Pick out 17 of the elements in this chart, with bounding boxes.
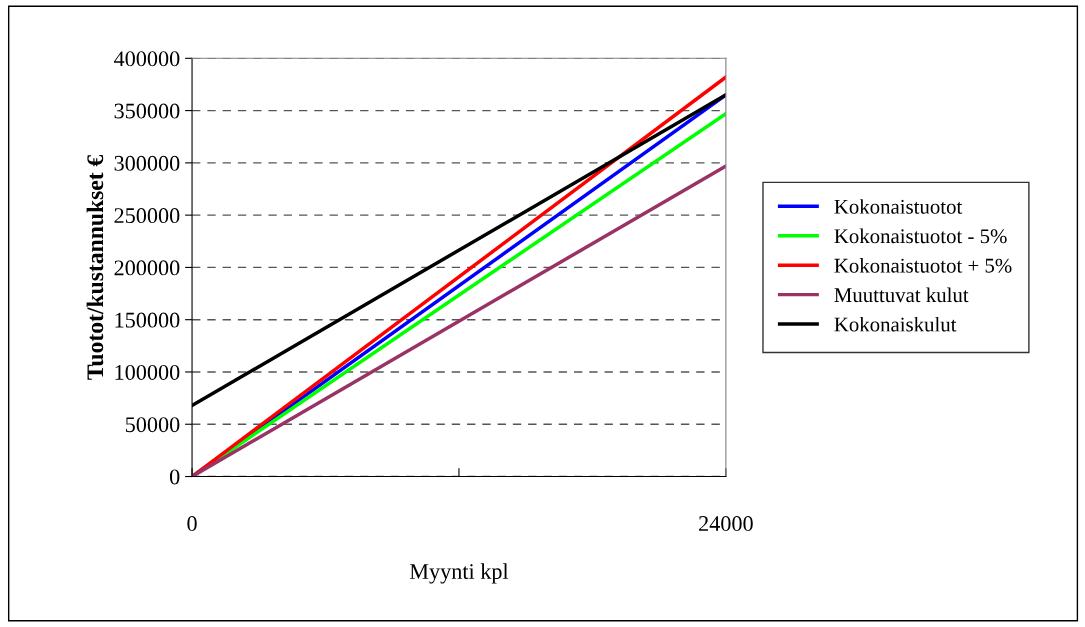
y-tick-label: 100000	[115, 364, 180, 380]
x-tick-label: 24000	[699, 516, 753, 532]
legend-label: Kokonaistuotot - 5%	[834, 228, 1007, 244]
y-tick-label: 350000	[114, 103, 180, 119]
legend-label: Kokonaiskulut	[834, 316, 957, 332]
y-tick-label: 300000	[114, 155, 180, 171]
y-tick-label: 50000	[125, 417, 180, 433]
y-tick-label: 200000	[114, 260, 180, 276]
legend-label: Kokonaistuotot + 5%	[834, 258, 1012, 273]
x-axis-title: Myynti kpl	[409, 563, 509, 584]
y-axis-title: Tuotot/kustannukset €	[86, 154, 104, 380]
legend-label: Muuttuvat kulut	[834, 287, 969, 303]
y-tick-label: 0	[169, 469, 180, 485]
y-tick-label: 250000	[114, 208, 180, 224]
legend-label: Kokonaistuotot	[834, 199, 963, 214]
y-tick-label: 150000	[115, 312, 180, 328]
y-tick-label: 400000	[114, 51, 180, 67]
